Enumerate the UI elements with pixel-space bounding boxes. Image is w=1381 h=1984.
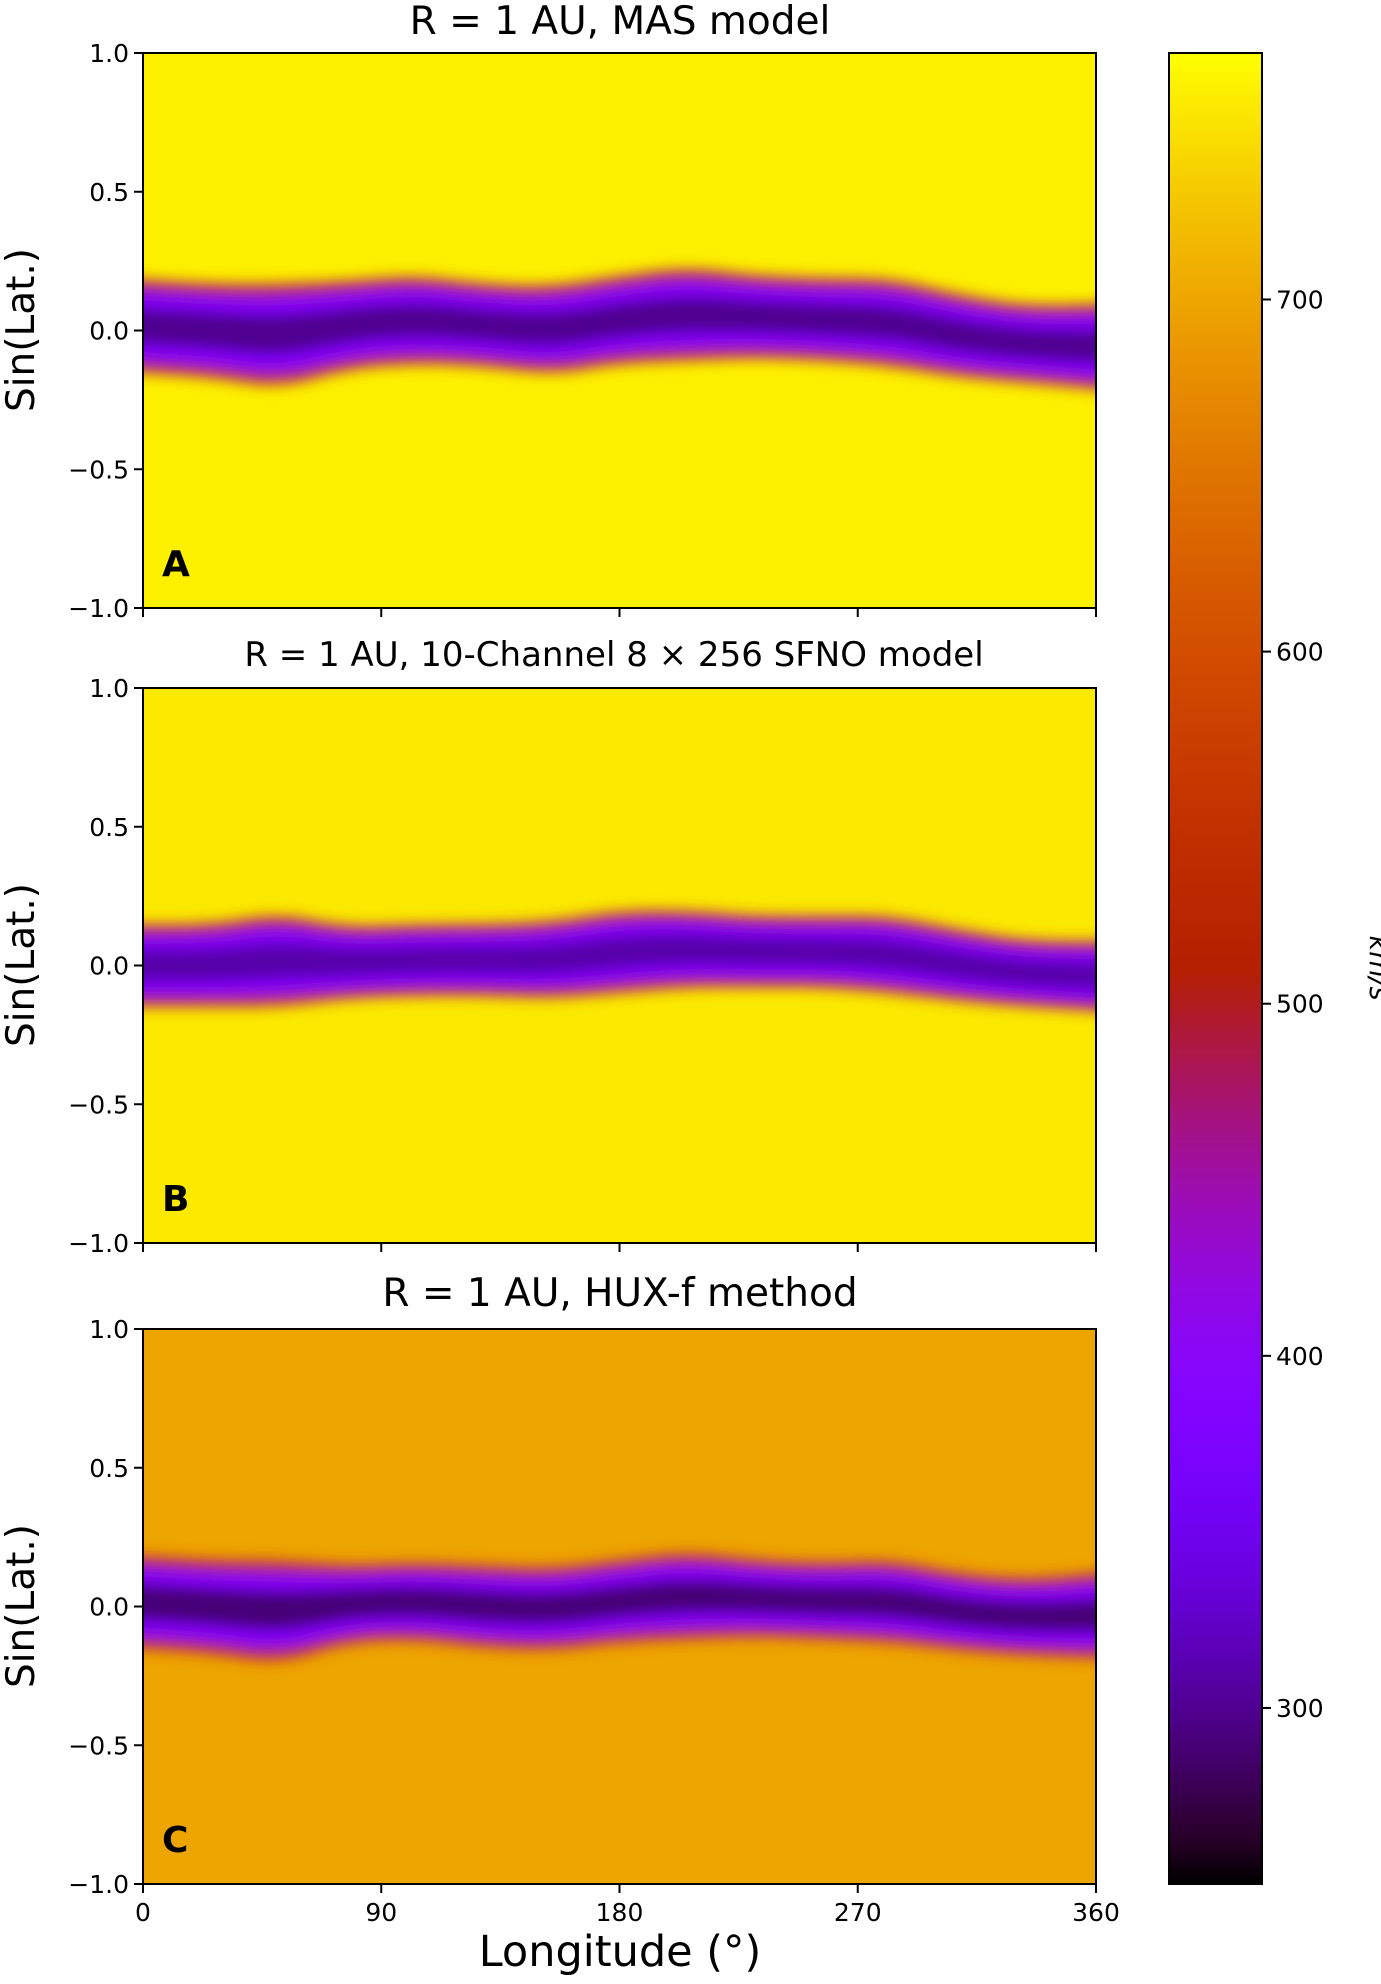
panel-c-letter: C (162, 1820, 188, 1861)
y-tick-label: −1.0 (68, 594, 129, 623)
slow-wind-band (143, 910, 1096, 1012)
panel-c-title: R = 1 AU, HUX-f method (382, 1271, 857, 1316)
y-tick-label: −1.0 (68, 1229, 129, 1258)
panel-c: R = 1 AU, HUX-f method C Sin(Lat.) 1.0 0.… (0, 1271, 1120, 1927)
y-tick-label: −1.0 (68, 1870, 129, 1899)
panel-b-title: R = 1 AU, 10-Channel 8 × 256 SFNO model (244, 635, 983, 675)
x-tick-label: 0 (135, 1898, 151, 1927)
y-tick-label: 0.5 (89, 813, 129, 842)
y-tick-label: 1.0 (89, 1315, 129, 1344)
panel-c-ylabel: Sin(Lat.) (0, 1524, 44, 1688)
panel-b: R = 1 AU, 10-Channel 8 × 256 SFNO model … (0, 635, 1097, 1258)
band-layer-3 (143, 934, 1096, 990)
band-layer-3 (143, 297, 1096, 363)
x-tick-label: 360 (1072, 1898, 1120, 1927)
y-tick-label: −0.5 (68, 1731, 129, 1760)
y-tick-label: 1.0 (89, 674, 129, 703)
slow-wind-band (143, 1553, 1096, 1662)
y-tick-label: 0.0 (89, 317, 129, 346)
panel-a: R = 1 AU, MAS model A Sin(Lat.) 1.0 0.5 0.… (0, 0, 1097, 623)
panel-a-y-ticks: 1.0 0.5 0.0 −0.5 −1.0 (68, 39, 143, 623)
panel-a-title: R = 1 AU, MAS model (410, 0, 831, 44)
panel-c-heatmap (143, 1329, 1096, 1884)
y-tick-label: −0.5 (68, 455, 129, 484)
y-tick-label: −0.5 (68, 1090, 129, 1119)
panel-b-heatmap (143, 688, 1096, 1243)
slow-wind-band (143, 268, 1096, 390)
panel-a-letter: A (162, 544, 190, 585)
panel-b-letter: B (162, 1179, 189, 1220)
x-axis-label: Longitude (°) (479, 1927, 762, 1977)
y-tick-label: 0.5 (89, 178, 129, 207)
y-tick-label: 1.0 (89, 39, 129, 68)
colorbar-tick-label: 600 (1276, 638, 1324, 667)
colorbar: 300 400 500 600 700 km/s (1168, 52, 1381, 1885)
panel-c-y-ticks: 1.0 0.5 0.0 −0.5 −1.0 (68, 1315, 143, 1899)
panel-c-x-ticks: 0 90 180 270 360 (135, 1884, 1120, 1927)
x-tick-label: 180 (596, 1898, 644, 1927)
panel-b-ylabel: Sin(Lat.) (0, 883, 44, 1047)
colorbar-ticks: 300 400 500 600 700 (1262, 285, 1324, 1723)
panel-b-x-ticks (142, 1243, 1097, 1252)
x-tick-label: 90 (365, 1898, 397, 1927)
panel-b-y-ticks: 1.0 0.5 0.0 −0.5 −1.0 (68, 674, 143, 1258)
panel-a-heatmap (143, 53, 1096, 608)
x-tick-label: 270 (834, 1898, 882, 1927)
panel-a-ylabel: Sin(Lat.) (0, 248, 44, 412)
colorbar-tick-label: 400 (1276, 1342, 1324, 1371)
colorbar-tick-label: 300 (1276, 1694, 1324, 1723)
panel-a-x-ticks (142, 608, 1097, 617)
y-tick-label: 0.0 (89, 952, 129, 981)
colorbar-label: km/s (1363, 935, 1381, 1000)
colorbar-frame (1168, 52, 1263, 1885)
colorbar-tick-label: 700 (1276, 285, 1324, 314)
y-tick-label: 0.5 (89, 1454, 129, 1483)
band-layer-3 (143, 1579, 1096, 1633)
y-tick-label: 0.0 (89, 1593, 129, 1622)
colorbar-gradient (1169, 53, 1262, 1884)
colorbar-tick-label: 500 (1276, 990, 1324, 1019)
